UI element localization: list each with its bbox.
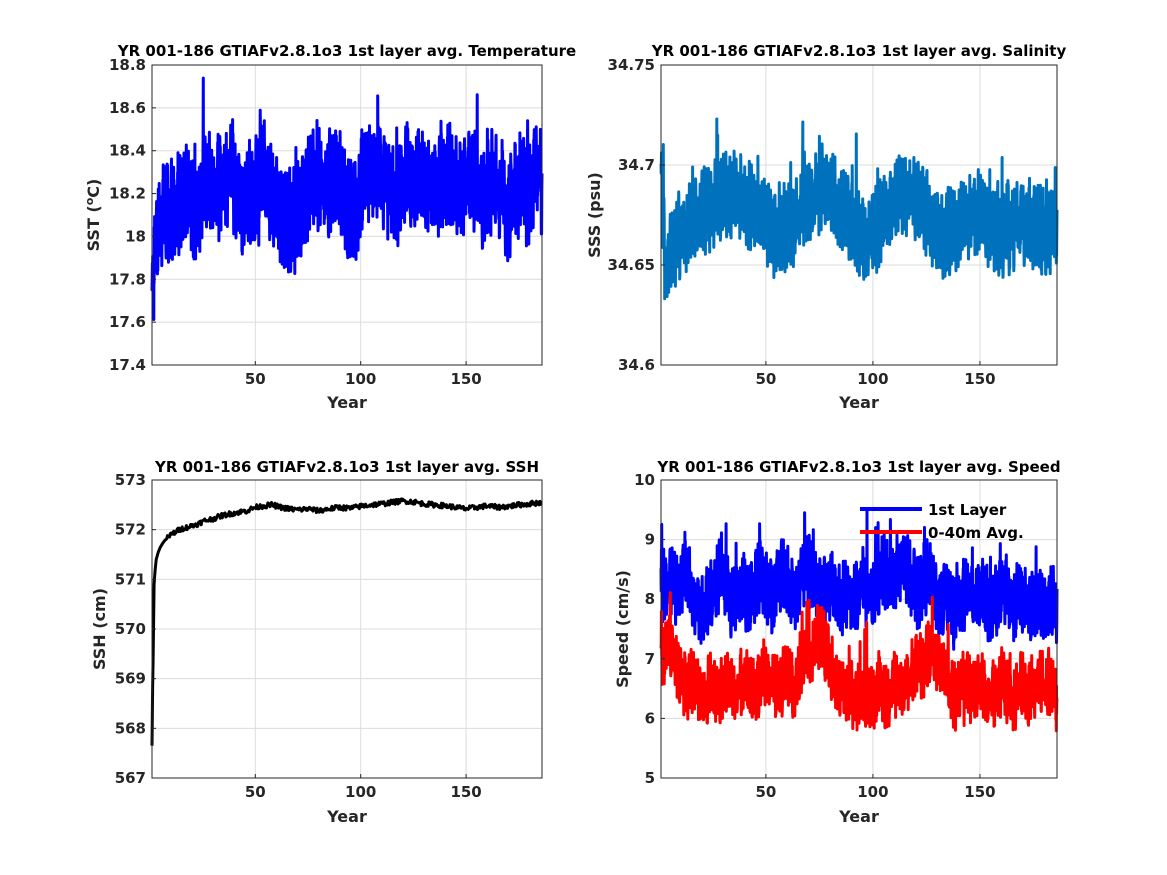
x-tick-label: 50 (245, 783, 266, 801)
y-tick-label: 18.8 (109, 56, 146, 74)
chart-title: YR 001-186 GTIAFv2.8.1o3 1st layer avg. … (117, 42, 576, 60)
y-tick-label: 34.75 (608, 56, 655, 74)
x-tick-label: 150 (964, 783, 995, 801)
y-tick-label: 6 (645, 709, 655, 727)
series-line-1st-layer (659, 508, 1059, 651)
chart-title: YR 001-186 GTIAFv2.8.1o3 1st layer avg. … (656, 458, 1060, 476)
x-tick-label: 50 (755, 783, 776, 801)
x-tick-label: 100 (345, 370, 376, 388)
x-axis-label: Year (838, 393, 879, 412)
y-axis-label: SSH (cm) (90, 588, 109, 670)
y-tick-label: 34.7 (618, 156, 655, 174)
y-axis-label: Speed (cm/s) (613, 570, 632, 688)
y-tick-label: 567 (115, 769, 146, 787)
y-axis-label: SSS (psu) (585, 172, 604, 258)
y-tick-label: 568 (115, 719, 146, 737)
x-axis-label: Year (326, 807, 367, 826)
y-tick-label: 17.4 (109, 356, 146, 374)
y-tick-label: 34.6 (618, 356, 655, 374)
y-tick-label: 17.6 (109, 313, 146, 331)
x-tick-label: 50 (245, 370, 266, 388)
y-tick-label: 18 (125, 227, 146, 245)
panel-salinity: 34.6 34.65 34.7 34.75 50 100 150 YR 001-186 G… (585, 42, 1066, 412)
series-line (150, 76, 544, 321)
degree-superscript: o (83, 197, 96, 205)
y-tick-label: 571 (115, 570, 146, 588)
x-tick-label: 150 (450, 370, 481, 388)
y-tick-label: 10 (634, 471, 655, 489)
series-line-0-40m-avg- (659, 591, 1059, 733)
y-axis-label-part: SST ( (84, 205, 103, 251)
x-tick-label: 100 (857, 783, 888, 801)
y-tick-label: 5 (645, 769, 655, 787)
y-tick-label: 573 (115, 471, 146, 489)
series-line (659, 117, 1059, 301)
y-tick-label: 8 (645, 590, 655, 608)
x-tick-label: 150 (964, 370, 995, 388)
y-axis-label-part: C) (84, 179, 103, 198)
y-tick-label: 572 (115, 521, 146, 539)
x-axis-label: Year (326, 393, 367, 412)
x-tick-label: 50 (755, 370, 776, 388)
panel-speed: 5 6 7 8 9 10 50 100 150 YR 001-186 GTIAFv2.8.1o… (613, 458, 1061, 826)
y-axis-label: SST (oC) (83, 179, 103, 252)
legend-label-1st-layer: 1st Layer (928, 501, 1007, 519)
y-tick-label: 18.6 (109, 99, 146, 117)
x-axis-label: Year (838, 807, 879, 826)
y-tick-label: 9 (645, 531, 655, 549)
x-tick-label: 100 (857, 370, 888, 388)
chart-title: YR 001-186 GTIAFv2.8.1o3 1st layer avg. … (154, 458, 539, 476)
series-line (150, 497, 543, 746)
y-tick-label: 17.8 (109, 270, 146, 288)
y-tick-label: 18.4 (109, 142, 146, 160)
y-tick-label: 18.2 (109, 185, 146, 203)
legend-label-0-40m-avg: 0-40m Avg. (928, 524, 1024, 542)
y-tick-label: 570 (115, 620, 146, 638)
chart-title: YR 001-186 GTIAFv2.8.1o3 1st layer avg. … (651, 42, 1067, 60)
y-tick-label: 7 (645, 650, 655, 668)
y-tick-label: 34.65 (608, 256, 655, 274)
legend: 1st Layer 0-40m Avg. (860, 501, 1024, 542)
panel-ssh: 567 568 569 570 571 572 573 50 100 150 YR 001-18… (90, 458, 543, 826)
y-tick-label: 569 (115, 670, 146, 688)
x-tick-label: 150 (450, 783, 481, 801)
x-tick-label: 100 (345, 783, 376, 801)
